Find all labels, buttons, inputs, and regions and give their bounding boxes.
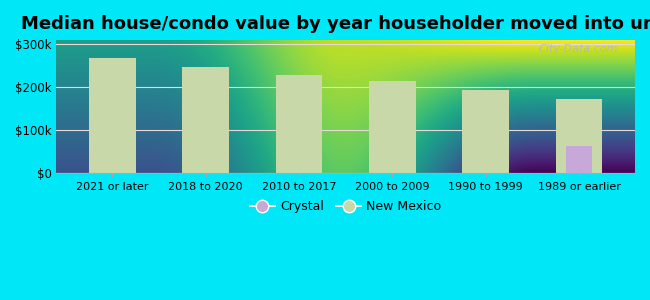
Bar (566, 146, 592, 173)
Legend: Crystal, New Mexico: Crystal, New Mexico (245, 195, 447, 218)
Bar (369, 81, 416, 173)
Bar (556, 100, 603, 173)
Title: Median house/condo value by year householder moved into unit: Median house/condo value by year househo… (21, 15, 650, 33)
Bar (462, 90, 509, 173)
Bar (276, 75, 322, 173)
Bar (89, 58, 136, 173)
Bar (183, 67, 229, 173)
Text: City-Data.com: City-Data.com (538, 44, 617, 54)
